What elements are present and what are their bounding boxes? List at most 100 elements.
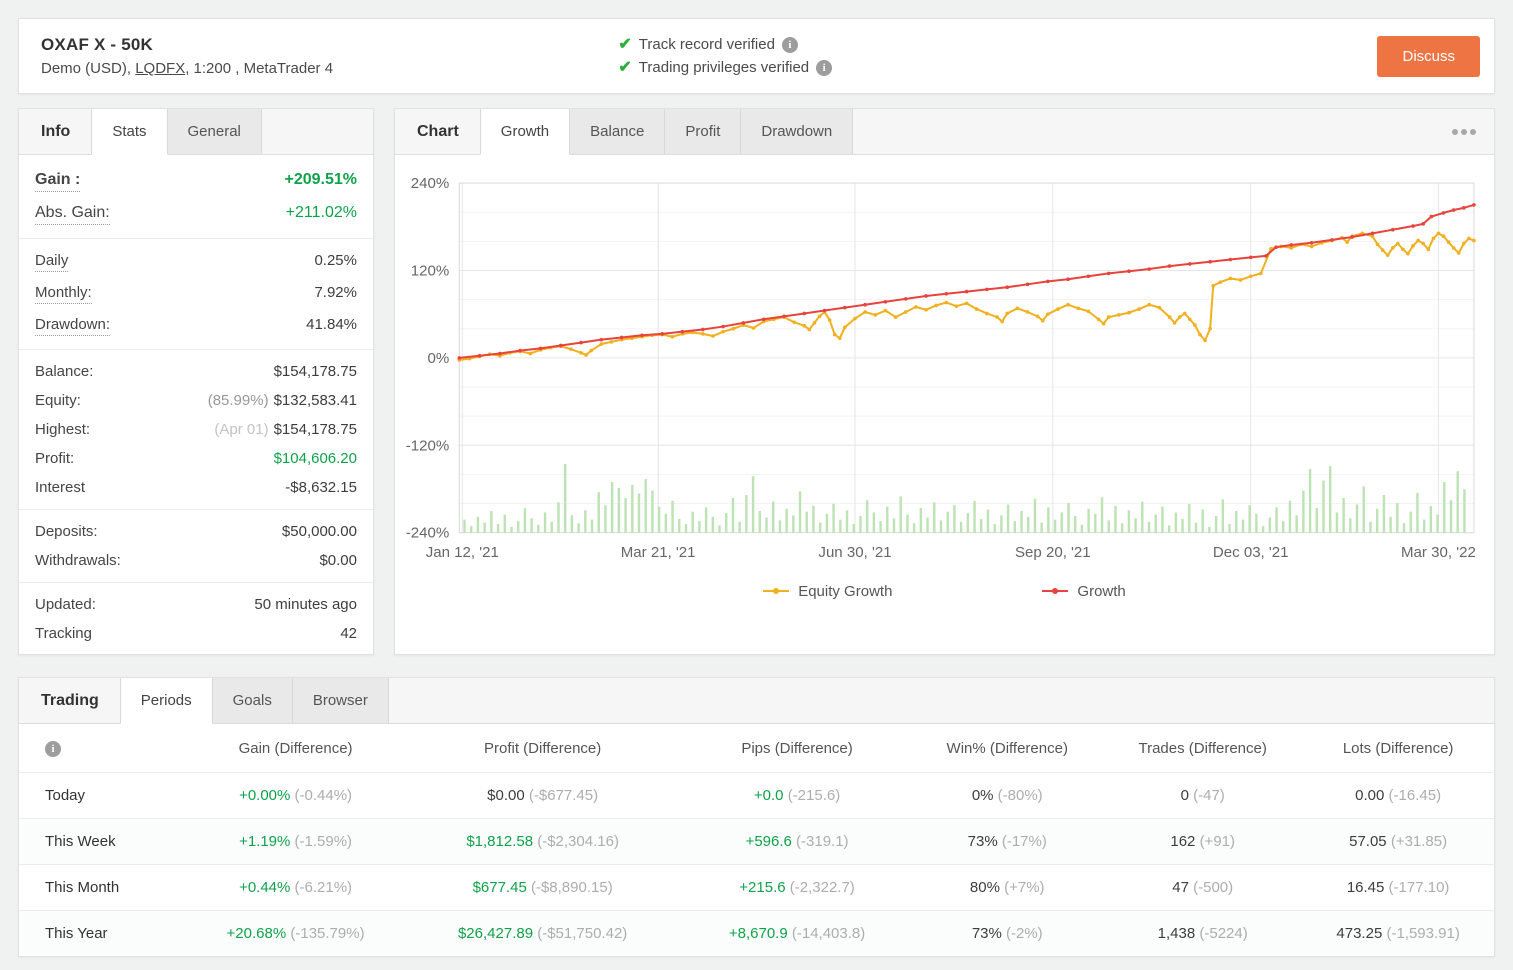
discuss-button[interactable]: Discuss — [1377, 35, 1480, 77]
col-gain: Gain (Difference) — [238, 739, 353, 757]
stat-row-daily: Daily 0.25% — [19, 246, 373, 278]
col-trades: Trades (Difference) — [1138, 739, 1267, 757]
account-platform: , 1:200 , MetaTrader 4 — [185, 60, 334, 77]
stats-panel-title-info: Info — [41, 122, 71, 140]
stat-row-interest: Interest -$8,632.15 — [35, 479, 357, 496]
tab-browser[interactable]: Browser — [291, 678, 389, 723]
check-icon: ✔ — [618, 36, 632, 53]
growth-swatch — [1042, 588, 1069, 595]
withdrawals-value: $0.00 — [319, 552, 357, 569]
svg-text:Jun 30, '21: Jun 30, '21 — [818, 544, 891, 561]
verification-badges: ✔ Track record verified i ✔ Trading priv… — [618, 33, 833, 79]
divider — [19, 582, 373, 583]
trading-privileges-verified-badge: ✔ Trading privileges verified i — [618, 56, 833, 79]
table-row-today: Today +0.00% (-0.44%) $0.00 (-$677.45) +… — [19, 772, 1494, 819]
legend-label: Growth — [1077, 582, 1126, 600]
svg-text:Mar 30, '22: Mar 30, '22 — [1401, 544, 1476, 561]
stat-row-abs-gain: Abs. Gain: +211.02% — [19, 198, 373, 231]
table-row-this-year: This Year +20.68% (-135.79%) $26,427.89 … — [19, 910, 1494, 956]
tab-drawdown[interactable]: Drawdown — [740, 109, 854, 154]
equity-value: $132,583.41 — [273, 392, 357, 409]
highest-value: $154,178.75 — [273, 421, 357, 438]
periods-table-header: i Gain (Difference) Profit (Difference) … — [19, 724, 1494, 773]
tab-goals[interactable]: Goals — [211, 678, 293, 723]
chart-menu-button[interactable] — [1434, 109, 1494, 154]
stat-row-drawdown: Drawdown: 41.84% — [19, 310, 373, 342]
check-icon: ✔ — [618, 59, 632, 76]
trading-panel-title: Trading — [41, 691, 99, 709]
chart-panel: Chart Growth Balance Profit Drawdown Jan… — [394, 108, 1495, 655]
stats-body: Gain : +209.51% Abs. Gain: +211.02% Dail… — [19, 155, 373, 654]
gain-value: +209.51% — [284, 171, 357, 188]
svg-text:-240%: -240% — [406, 525, 450, 542]
col-win: Win% (Difference) — [946, 739, 1068, 757]
track-record-verified-label: Track record verified — [638, 36, 775, 53]
legend-equity-growth[interactable]: Equity Growth — [763, 583, 892, 600]
drawdown-value: 41.84% — [306, 316, 357, 333]
stat-row-monthly: Monthly: 7.92% — [19, 278, 373, 310]
stats-tabstrip: Info Stats General — [19, 109, 373, 155]
tab-general[interactable]: General — [166, 109, 262, 154]
stat-row-gain: Gain : +209.51% — [19, 165, 373, 198]
daily-value: 0.25% — [314, 252, 357, 269]
trading-privileges-verified-label: Trading privileges verified — [638, 59, 810, 76]
svg-text:Mar 21, '21: Mar 21, '21 — [621, 544, 696, 561]
account-header-card: OXAF X - 50K Demo (USD), LQDFX, 1:200 , … — [18, 18, 1495, 94]
chart-tabstrip: Chart Growth Balance Profit Drawdown — [395, 109, 1494, 155]
tab-stats[interactable]: Stats — [91, 109, 168, 155]
stats-panel: Info Stats General Gain : +209.51% Abs. … — [18, 108, 374, 655]
legend-growth[interactable]: Growth — [1042, 582, 1126, 600]
balance-value: $154,178.75 — [273, 363, 357, 380]
svg-text:Jan 12, '21: Jan 12, '21 — [426, 544, 499, 561]
divider — [19, 238, 373, 239]
info-icon[interactable]: i — [816, 59, 833, 76]
stat-row-equity: Equity: (85.99%) $132,583.41 — [35, 392, 357, 409]
periods-table: i Gain (Difference) Profit (Difference) … — [19, 724, 1494, 956]
divider — [19, 509, 373, 510]
growth-chart-svg: Jan 12, '21 Mar 21, '21 Jun 30, '21 Sep 20,… — [406, 175, 1476, 561]
monthly-value: 7.92% — [314, 284, 357, 301]
stat-row-updated: Updated: 50 minutes ago — [35, 596, 357, 613]
track-record-verified-badge: ✔ Track record verified i — [618, 33, 832, 56]
legend-label: Equity Growth — [798, 582, 893, 600]
svg-text:0%: 0% — [427, 350, 449, 367]
svg-text:-120%: -120% — [406, 437, 450, 454]
account-subtitle: Demo (USD), LQDFX, 1:200 , MetaTrader 4 — [41, 60, 333, 77]
broker-link[interactable]: LQDFX — [135, 60, 186, 77]
stat-row-profit: Profit: $104,606.20 — [35, 450, 357, 467]
chart-panel-title: Chart — [417, 122, 459, 140]
tracking-value: 42 — [340, 625, 357, 642]
info-icon[interactable]: i — [45, 741, 61, 757]
tab-profit[interactable]: Profit — [664, 109, 742, 154]
tab-periods[interactable]: Periods — [119, 678, 213, 724]
divider — [19, 349, 373, 350]
chart-legend: Equity Growth Growth — [395, 573, 1494, 614]
col-profit: Profit (Difference) — [483, 739, 602, 757]
tab-balance[interactable]: Balance — [569, 109, 666, 154]
info-icon[interactable]: i — [781, 36, 798, 53]
equity-percent: (85.99%) — [207, 392, 269, 409]
trading-tabstrip: Trading Periods Goals Browser — [19, 678, 1494, 724]
account-type: Demo (USD), — [41, 60, 136, 77]
svg-text:240%: 240% — [411, 175, 449, 192]
equity-growth-swatch — [763, 588, 790, 595]
updated-value: 50 minutes ago — [254, 596, 357, 613]
table-row-this-month: This Month +0.44% (-6.21%) $677.45 (-$8,… — [19, 864, 1494, 911]
table-row-this-week: This Week +1.19% (-1.59%) $1,812.58 (-$2… — [19, 818, 1494, 865]
account-identity: OXAF X - 50K Demo (USD), LQDFX, 1:200 , … — [41, 35, 333, 77]
svg-text:Dec 03, '21: Dec 03, '21 — [1213, 544, 1289, 561]
interest-value: -$8,632.15 — [285, 479, 357, 496]
stat-row-highest: Highest: (Apr 01) $154,178.75 — [35, 421, 357, 438]
col-lots: Lots (Difference) — [1342, 739, 1454, 757]
growth-chart: Jan 12, '21 Mar 21, '21 Jun 30, '21 Sep 20,… — [395, 155, 1494, 573]
svg-text:120%: 120% — [411, 262, 449, 279]
col-pips: Pips (Difference) — [741, 739, 853, 757]
profit-value: $104,606.20 — [273, 450, 357, 467]
tab-growth[interactable]: Growth — [479, 109, 571, 155]
stat-row-tracking: Tracking 42 — [35, 625, 357, 642]
stat-row-withdrawals: Withdrawals: $0.00 — [35, 552, 357, 569]
svg-text:Sep 20, '21: Sep 20, '21 — [1015, 544, 1091, 561]
stat-row-balance: Balance: $154,178.75 — [35, 363, 357, 380]
stat-row-deposits: Deposits: $50,000.00 — [35, 523, 357, 540]
